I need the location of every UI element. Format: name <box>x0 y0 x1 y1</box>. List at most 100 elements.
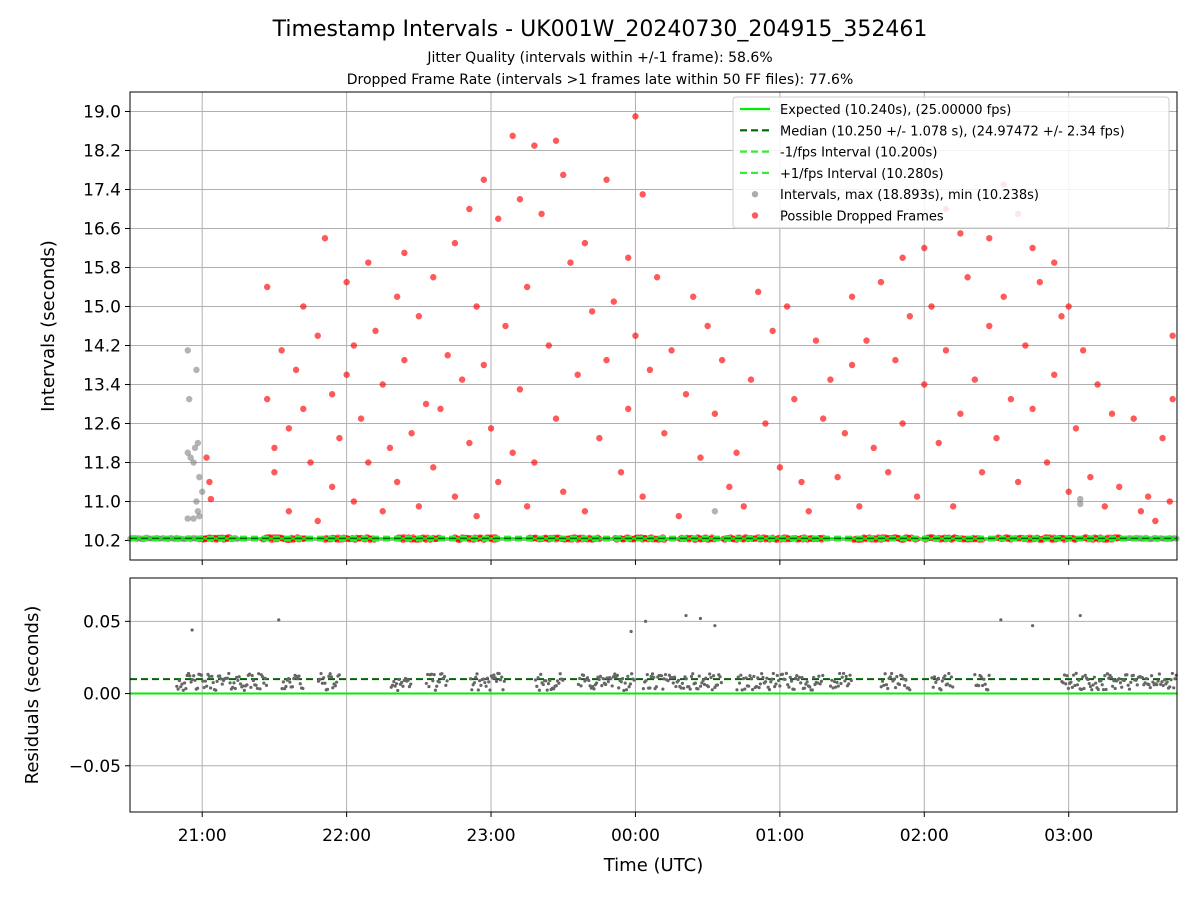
residual-point <box>481 677 486 681</box>
residual-point <box>318 677 322 681</box>
dropped-frame-point <box>755 288 762 296</box>
residual-point <box>484 684 488 688</box>
residual-point <box>1083 673 1087 677</box>
residual-point <box>1078 613 1082 618</box>
residual-point <box>539 672 543 676</box>
dropped-frame-point <box>856 503 863 510</box>
residual-point <box>327 674 331 678</box>
residual-point <box>797 675 801 679</box>
residual-point <box>934 680 938 684</box>
residual-point <box>756 676 760 680</box>
residual-point <box>1079 687 1083 692</box>
residual-point <box>280 687 284 691</box>
residual-point <box>812 675 816 680</box>
top-ytick-label: 17.4 <box>83 181 121 201</box>
residual-point <box>679 686 683 690</box>
residual-point <box>1091 683 1095 687</box>
residual-point <box>1104 687 1108 692</box>
dropped-frame-point <box>314 517 321 525</box>
residual-point <box>987 673 991 678</box>
residual-point <box>1118 681 1122 685</box>
residual-point <box>1147 682 1151 687</box>
dropped-frame-point <box>263 283 271 291</box>
residual-point <box>613 672 617 676</box>
dropped-frame-point <box>1065 488 1072 495</box>
residual-point <box>1112 679 1116 683</box>
dropped-frame-point <box>848 293 856 300</box>
dropped-frame-point <box>783 303 791 310</box>
residual-point <box>502 679 506 683</box>
dropped-frame-point <box>365 259 372 266</box>
residual-point <box>936 676 941 680</box>
interval-point <box>194 439 202 447</box>
residual-point <box>939 688 943 692</box>
dropped-frame-point <box>884 469 892 476</box>
bottom-ytick-label: 0.05 <box>83 612 121 632</box>
dropped-frame-point <box>986 322 993 330</box>
residual-point <box>205 684 209 688</box>
dropped-frame-point <box>328 483 336 491</box>
dropped-frame-point <box>531 459 538 466</box>
dropped-frame-point <box>971 376 979 383</box>
dropped-frame-point <box>285 508 293 515</box>
dropped-frame-point <box>516 386 524 393</box>
residual-point <box>879 685 883 689</box>
residual-point <box>179 685 183 689</box>
residual-point <box>1156 679 1160 683</box>
bottom-xtick-label: 23:00 <box>467 826 516 846</box>
residual-point <box>188 674 192 678</box>
residual-point <box>948 684 952 688</box>
dropped-frame-point <box>1072 425 1080 432</box>
dropped-frame-point <box>1079 347 1087 354</box>
dropped-frame-point <box>357 415 365 422</box>
residual-point <box>215 679 219 683</box>
residual-point <box>1077 678 1081 682</box>
residual-point <box>600 684 604 688</box>
residual-point <box>754 684 759 689</box>
residual-point <box>1061 681 1065 685</box>
dropped-frame-point <box>372 327 379 335</box>
residual-point <box>444 683 448 687</box>
residual-point <box>186 671 191 676</box>
residual-point <box>435 684 439 688</box>
dropped-frame-point <box>690 293 697 300</box>
residual-point <box>676 678 681 682</box>
residual-point <box>795 673 799 678</box>
dropped-frame-point <box>523 283 531 291</box>
residual-point <box>1162 678 1167 682</box>
dropped-frame-point <box>928 303 935 310</box>
residual-point <box>597 677 601 682</box>
interval-point <box>193 366 200 374</box>
residual-point <box>1100 683 1104 687</box>
residual-point <box>778 684 782 688</box>
dropped-frame-point <box>661 430 668 437</box>
residual-point <box>286 676 291 681</box>
bottom-xtick-label: 03:00 <box>1044 826 1093 846</box>
legend-entry: Median (10.250 +/- 1.078 s), (24.97472 +… <box>780 124 1125 139</box>
residual-point <box>619 680 623 684</box>
residual-point <box>1143 681 1147 685</box>
top-ytick-label: 13.4 <box>83 376 121 396</box>
dropped-frame-point <box>581 239 589 247</box>
residual-point <box>427 684 431 689</box>
residual-point <box>626 674 630 678</box>
residual-point <box>741 677 746 681</box>
residual-point <box>931 685 935 689</box>
residual-point <box>218 674 222 678</box>
interval-point <box>711 508 719 515</box>
dropped-frame-point <box>545 342 552 349</box>
dropped-frame-point <box>263 395 271 403</box>
residual-point <box>609 677 613 681</box>
residual-point <box>629 629 633 634</box>
dropped-frame-point <box>1058 313 1065 320</box>
bottom-xtick-label: 22:00 <box>322 826 371 846</box>
dropped-frame-point <box>819 415 827 422</box>
residual-point <box>494 679 499 683</box>
interval-point <box>196 473 203 481</box>
residual-point <box>943 674 947 678</box>
residual-point <box>182 681 187 685</box>
dropped-frame-point <box>949 503 957 510</box>
residual-point <box>333 684 337 688</box>
residual-point <box>760 672 764 676</box>
residual-point <box>541 682 545 687</box>
